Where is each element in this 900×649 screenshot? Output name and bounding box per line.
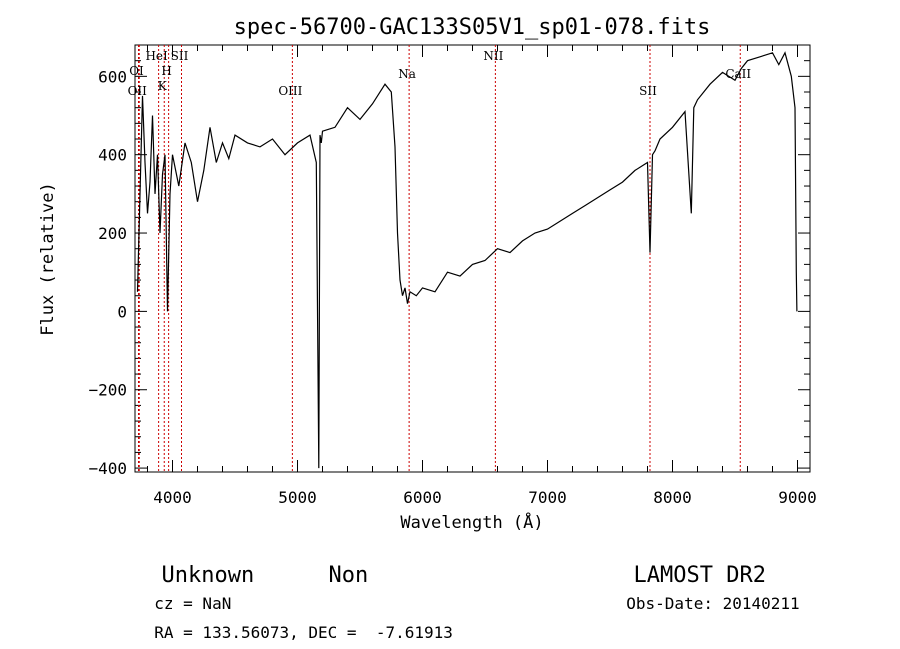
- y-axis-label: Flux (relative): [38, 182, 58, 336]
- y-tick-label: 0: [117, 302, 127, 321]
- coordinates: RA = 133.56073, DEC = -7.61913: [135, 604, 453, 642]
- y-tick-label: −400: [88, 459, 127, 478]
- line-marker-label: SII: [171, 49, 189, 63]
- line-marker-label: OII: [128, 84, 148, 98]
- object-class: Unknown: [135, 538, 255, 588]
- line-marker-label: HeI: [145, 49, 168, 63]
- survey-name: LAMOST DR2: [607, 538, 766, 588]
- x-tick-label: 5000: [278, 488, 317, 507]
- line-marker-label: SII: [639, 84, 657, 98]
- obs-date-label: Obs-Date: 20140211: [626, 594, 800, 613]
- y-axis: −400 −200 0 200 400 600: [88, 67, 810, 478]
- object-class-label: Unknown: [161, 563, 255, 588]
- observation-date: Obs-Date: 20140211: [607, 575, 800, 613]
- x-axis: 4000 5000 6000 7000 8000 9000: [153, 45, 817, 507]
- y-tick-label: 600: [98, 67, 127, 86]
- line-marker-label: OIII: [278, 84, 302, 98]
- line-marker-label: Na: [398, 67, 416, 81]
- y-tick-label: 400: [98, 146, 127, 165]
- object-subclass-label: Non: [328, 563, 369, 588]
- plot-frame: [134, 44, 811, 473]
- coords-label: RA = 133.56073, DEC = -7.61913: [154, 623, 453, 642]
- line-marker-label: H: [161, 64, 171, 78]
- line-marker-label: K: [158, 79, 168, 93]
- x-tick-label: 9000: [778, 488, 817, 507]
- y-tick-label: 200: [98, 224, 127, 243]
- x-tick-label: 7000: [528, 488, 567, 507]
- line-marker-label: NII: [483, 49, 503, 63]
- y-tick-label: −200: [88, 381, 127, 400]
- x-axis-label: Wavelength (Å): [400, 511, 543, 533]
- series-layer: [136, 51, 798, 469]
- x-tick-label: 4000: [153, 488, 192, 507]
- x-tick-label: 8000: [653, 488, 692, 507]
- chart-title: spec-56700-GAC133S05V1_sp01-078.fits: [234, 15, 711, 40]
- redshift-info: cz = NaN: [135, 575, 231, 613]
- x-tick-label: 6000: [403, 488, 442, 507]
- survey-label: LAMOST DR2: [633, 563, 766, 588]
- cz-label: cz = NaN: [154, 594, 232, 613]
- object-subclass: Non: [302, 538, 369, 588]
- minor-ticks: [135, 45, 810, 472]
- spectrum-line: [136, 51, 798, 469]
- line-marker-label: OI: [129, 64, 144, 78]
